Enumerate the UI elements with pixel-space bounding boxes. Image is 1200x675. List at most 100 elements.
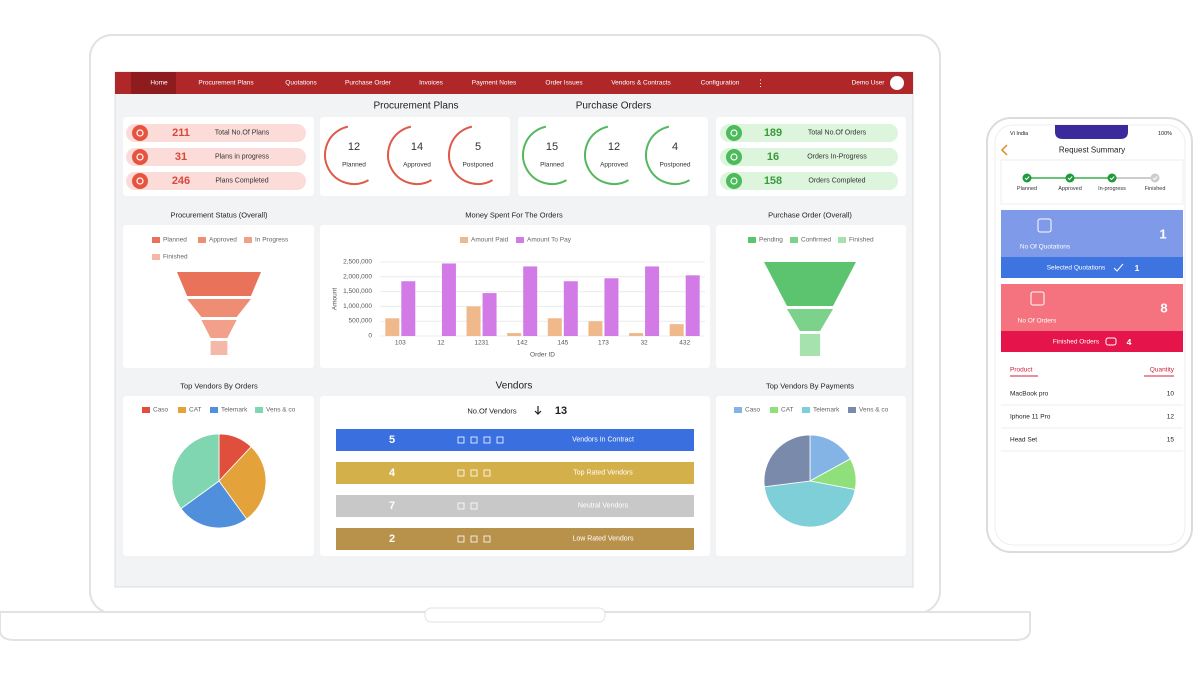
nav-item[interactable]: Payment Notes xyxy=(472,80,517,87)
stepper-box xyxy=(1000,159,1184,205)
bar xyxy=(629,333,644,336)
legend-label: Amount Paid xyxy=(471,237,509,244)
card xyxy=(1001,210,1183,257)
table-header: Product xyxy=(1010,367,1033,374)
legend-swatch xyxy=(770,407,778,413)
bar xyxy=(523,266,538,336)
legend-label: Vens & co xyxy=(859,407,889,414)
step-check xyxy=(1109,176,1115,181)
pie-slice xyxy=(763,480,856,528)
ring-label: Approved xyxy=(600,162,628,169)
legend-label: CAT xyxy=(189,407,202,414)
star-icon xyxy=(496,436,504,444)
pie-slice xyxy=(763,434,811,488)
icon-glyph xyxy=(730,129,738,137)
bar xyxy=(466,306,481,336)
nav-item[interactable]: Procurement Plans xyxy=(198,80,254,87)
step-check xyxy=(1024,176,1030,181)
card-footer-count: 4 xyxy=(1127,337,1132,347)
vendor-label: Neutral Vendors xyxy=(578,503,629,510)
vendor-row[interactable] xyxy=(336,495,694,517)
legend-swatch xyxy=(748,237,756,243)
icon-glyph xyxy=(136,153,144,161)
card-footer-label[interactable]: Finished Orders xyxy=(1053,339,1100,346)
y-tick-label: 2,500,000 xyxy=(343,259,372,266)
back-button[interactable] xyxy=(1000,144,1008,156)
x-tick-label: 142 xyxy=(517,340,528,347)
legend-label: Confirmed xyxy=(801,237,831,244)
funnel-segment xyxy=(177,272,261,296)
nav-item[interactable]: Invoices xyxy=(419,80,444,87)
nav-item[interactable]: Order Issues xyxy=(545,80,583,87)
ring-label: Planned xyxy=(540,162,564,169)
legend-swatch xyxy=(848,407,856,413)
star-icon xyxy=(470,436,478,444)
vendor-value: 4 xyxy=(389,467,396,479)
user-name[interactable]: Demo User xyxy=(852,80,886,87)
legend-label: Finished xyxy=(849,237,874,244)
vendor-row[interactable] xyxy=(336,528,694,550)
card-footer-label[interactable]: Selected Quotations xyxy=(1047,265,1106,272)
card-footer-count: 1 xyxy=(1135,263,1140,273)
bar xyxy=(669,324,684,336)
ring xyxy=(645,125,705,185)
legend-swatch xyxy=(210,407,218,413)
step-check xyxy=(1067,176,1073,181)
ring-label: Planned xyxy=(342,162,366,169)
vendor-value: 7 xyxy=(389,500,395,512)
legend-label: Finished xyxy=(163,254,188,261)
step-dot xyxy=(1107,173,1117,183)
star-icon xyxy=(470,502,478,510)
vendor-row[interactable] xyxy=(336,462,694,484)
nav-item[interactable]: Quotations xyxy=(285,80,317,87)
star-icon xyxy=(483,436,491,444)
legend-swatch xyxy=(178,407,186,413)
ring-label: Approved xyxy=(403,162,431,169)
summary-label: Total No.Of Plans xyxy=(215,130,270,137)
card-icon xyxy=(1030,291,1045,306)
step-dot xyxy=(1022,173,1032,183)
bar xyxy=(441,263,456,336)
summary-label: Plans Completed xyxy=(215,178,268,185)
ring xyxy=(584,125,644,185)
nav-item[interactable]: Home xyxy=(150,80,168,87)
ring xyxy=(387,125,447,185)
nav-item[interactable]: Configuration xyxy=(701,80,740,87)
legend-swatch xyxy=(516,237,524,243)
star-icon xyxy=(470,535,478,543)
nav-item[interactable]: Vendors & Contracts xyxy=(611,80,671,87)
ring-value: 14 xyxy=(411,141,423,153)
nav-bar xyxy=(115,72,913,94)
card xyxy=(1001,284,1183,331)
legend-swatch xyxy=(198,237,206,243)
step-label: In-progress xyxy=(1098,186,1126,192)
legend-label: Amount To Pay xyxy=(527,237,572,244)
star-icon xyxy=(457,469,465,477)
bar xyxy=(685,275,700,336)
vendor-row[interactable] xyxy=(336,429,694,451)
ring-value: 4 xyxy=(672,141,678,153)
vendor-count-label: No.Of Vendors xyxy=(467,407,516,416)
screen-title: Request Summary xyxy=(1059,146,1125,155)
card-footer[interactable] xyxy=(1001,331,1183,352)
ring-value: 5 xyxy=(475,141,481,153)
card-label: No Of Quotations xyxy=(1020,244,1071,251)
nav-more: ⋮ xyxy=(756,78,765,88)
star-icon xyxy=(470,469,478,477)
legend-label: Vens & co xyxy=(266,407,296,414)
legend-label: Planned xyxy=(163,237,187,244)
section-title: Procurement Plans xyxy=(373,101,458,112)
chart-title: Purchase Order (Overall) xyxy=(768,211,852,220)
nav-item[interactable]: Purchase Order xyxy=(345,80,392,87)
star-icon xyxy=(457,502,465,510)
summary-icon xyxy=(132,125,148,141)
phone-notch xyxy=(1055,125,1128,139)
panel xyxy=(320,117,510,196)
legend-swatch xyxy=(152,254,160,260)
card-footer[interactable] xyxy=(1001,257,1183,278)
summary-label: Orders In-Progress xyxy=(807,154,867,161)
table-header: Quantity xyxy=(1150,367,1175,374)
funnel-segment xyxy=(764,262,856,306)
table-cell: 15 xyxy=(1167,437,1175,444)
pie-slice xyxy=(218,446,267,520)
